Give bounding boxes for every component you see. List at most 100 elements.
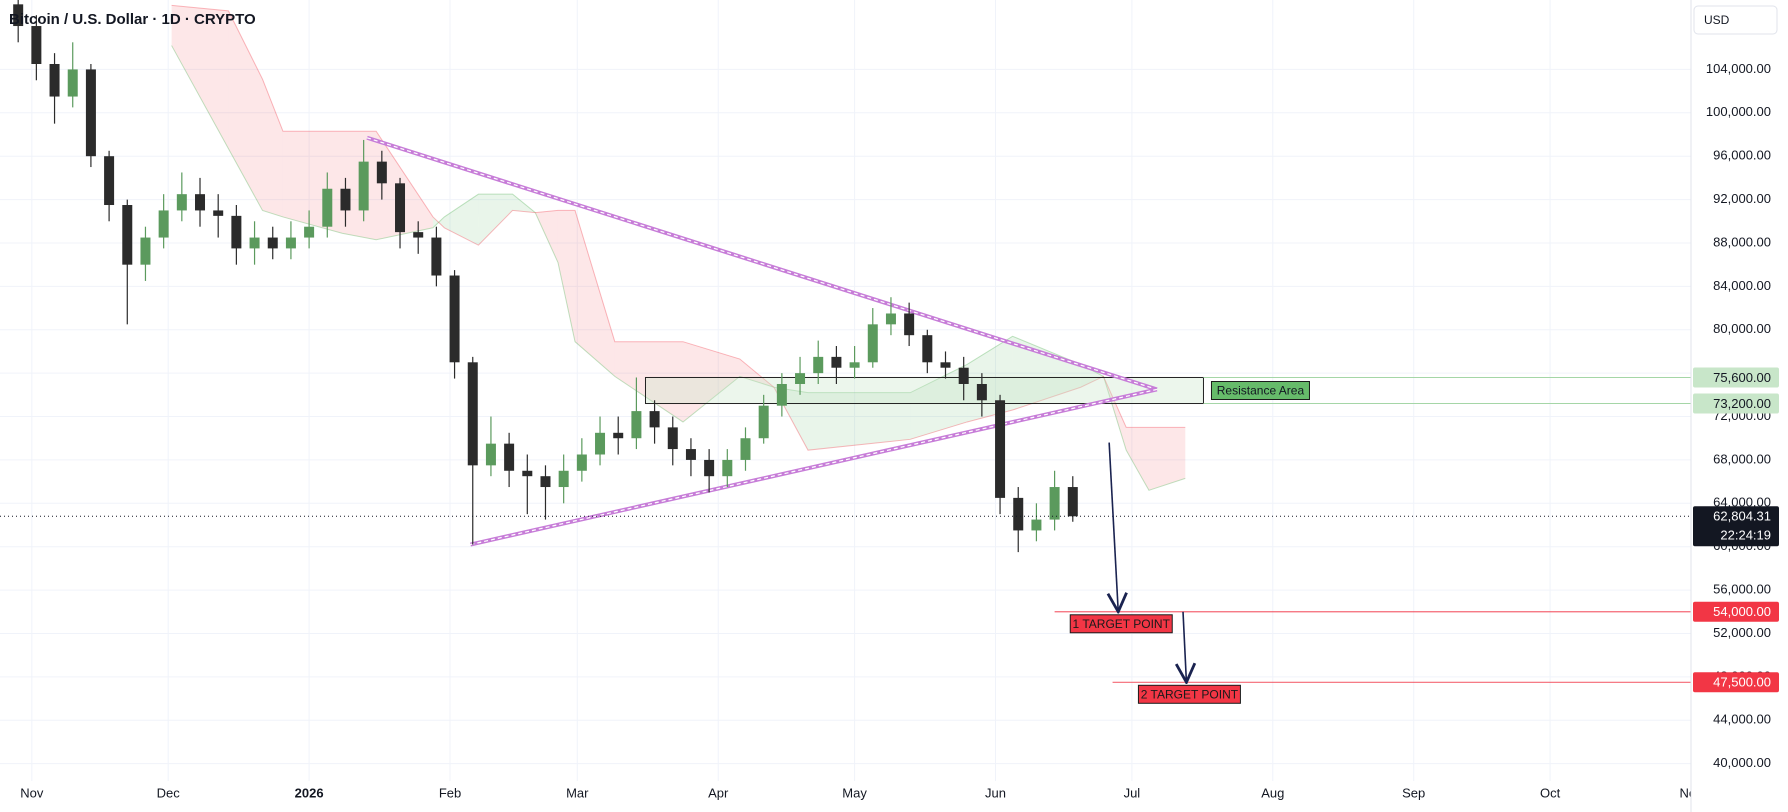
candle-body [249, 237, 260, 249]
x-tick-label: Feb [439, 785, 461, 800]
candle-body [1013, 497, 1024, 531]
candle-body [376, 161, 387, 184]
candle-body [267, 237, 278, 249]
x-tick-label: Oct [1540, 785, 1561, 800]
y-tick-label: 88,000.00 [1713, 234, 1771, 249]
x-tick-label: Sep [1402, 785, 1425, 800]
candle-body [1067, 487, 1078, 517]
cloud-segment [773, 387, 808, 451]
candle-body [104, 156, 115, 206]
candle-body [631, 411, 642, 439]
x-tick-label: May [842, 785, 867, 800]
cloud-segment [1148, 427, 1186, 491]
cloud-segment [1080, 364, 1104, 388]
target-arrow [1109, 442, 1118, 612]
candle-body [140, 237, 151, 265]
candle-body [576, 454, 587, 471]
y-tick-label: 92,000.00 [1713, 191, 1771, 206]
candle-body [413, 232, 424, 238]
candle-body [649, 411, 660, 428]
target-badge: 47,500.00 [1713, 675, 1771, 690]
candle-body [85, 69, 96, 157]
target-label-box [1137, 684, 1241, 704]
candle-body [849, 362, 860, 368]
y-tick-label: 64,000.00 [1713, 495, 1771, 510]
x-tick-label: 2026 [295, 785, 324, 800]
cloud-segment [575, 210, 615, 377]
candle-body [395, 183, 406, 233]
cloud-segment [682, 341, 740, 422]
y-tick-label: 96,000.00 [1713, 148, 1771, 163]
candle-body [867, 324, 878, 363]
target-badge-bg [1693, 672, 1779, 693]
target-badge: 54,000.00 [1713, 604, 1771, 619]
candle-body [358, 161, 369, 211]
x-tick-label: Nov [20, 785, 44, 800]
candle-body [122, 205, 133, 265]
y-tick-label: 80,000.00 [1713, 321, 1771, 336]
last-price-badge: 62,804.31 [1713, 509, 1771, 524]
candle-body [685, 449, 696, 460]
cloud-segment [1012, 336, 1081, 411]
x-tick-label: Jun [985, 785, 1006, 800]
resistance-badge-bg [1693, 393, 1779, 414]
candle-body [704, 459, 715, 477]
x-tick-label: Mar [566, 785, 589, 800]
resistance-label-box [1210, 381, 1310, 400]
last-price-badge-bg [1693, 506, 1779, 547]
cloud-segment [444, 194, 479, 246]
candle-body [1049, 487, 1060, 520]
candle-body [158, 210, 169, 238]
candle-body [522, 470, 533, 477]
target-arrow [1183, 611, 1186, 683]
currency-button[interactable] [1693, 5, 1778, 35]
candle-body [176, 194, 187, 211]
candle-body [595, 432, 606, 455]
candle-body [540, 476, 551, 488]
candle-body [940, 362, 951, 368]
cloud-segment [739, 359, 774, 388]
cloud-segment [262, 79, 283, 217]
cloud-segment [614, 341, 683, 422]
y-tick-label: 56,000.00 [1713, 582, 1771, 597]
cloud-segment [512, 194, 536, 213]
x-tick-label: Aug [1261, 785, 1284, 800]
target-label: 2 TARGET POINT [1141, 687, 1239, 701]
candle-body [195, 194, 206, 211]
candle-body [758, 405, 769, 439]
target-label: 1 TARGET POINT [1073, 617, 1171, 631]
target-badge-bg [1693, 601, 1779, 622]
candle-body [904, 313, 915, 336]
resistance-badge: 73,200.00 [1713, 396, 1771, 411]
cloud-segment [807, 392, 911, 451]
countdown: 22:24:19 [1720, 528, 1771, 543]
resistance-badge: 75,600.00 [1713, 370, 1771, 385]
cloud-segment [535, 210, 558, 263]
currency-label: USD [1704, 13, 1730, 27]
y-tick-label: 104,000.00 [1706, 61, 1771, 76]
candle-body [813, 356, 824, 374]
candle-body [485, 443, 496, 466]
y-tick-label: 84,000.00 [1713, 278, 1771, 293]
candle-body [31, 26, 42, 64]
candle-body [1031, 519, 1042, 531]
candle-body [885, 313, 896, 325]
resistance-badge-bg [1693, 367, 1779, 388]
candle-body [304, 226, 315, 238]
candle-body [449, 275, 460, 363]
candle-body [558, 470, 569, 488]
cloud-segment [478, 194, 513, 246]
resistance-label: Resistance Area [1217, 384, 1305, 398]
y-tick-label: 40,000.00 [1713, 755, 1771, 770]
candle-body [976, 383, 987, 401]
cloud-line [171, 4, 1186, 451]
cloud-segment [557, 210, 576, 342]
cloud-segment [282, 131, 343, 234]
y-tick-label: 68,000.00 [1713, 451, 1771, 466]
x-tick-label: Apr [708, 785, 729, 800]
candle-body [795, 373, 806, 384]
candle-body [67, 69, 78, 97]
cloud-segment [910, 364, 968, 440]
